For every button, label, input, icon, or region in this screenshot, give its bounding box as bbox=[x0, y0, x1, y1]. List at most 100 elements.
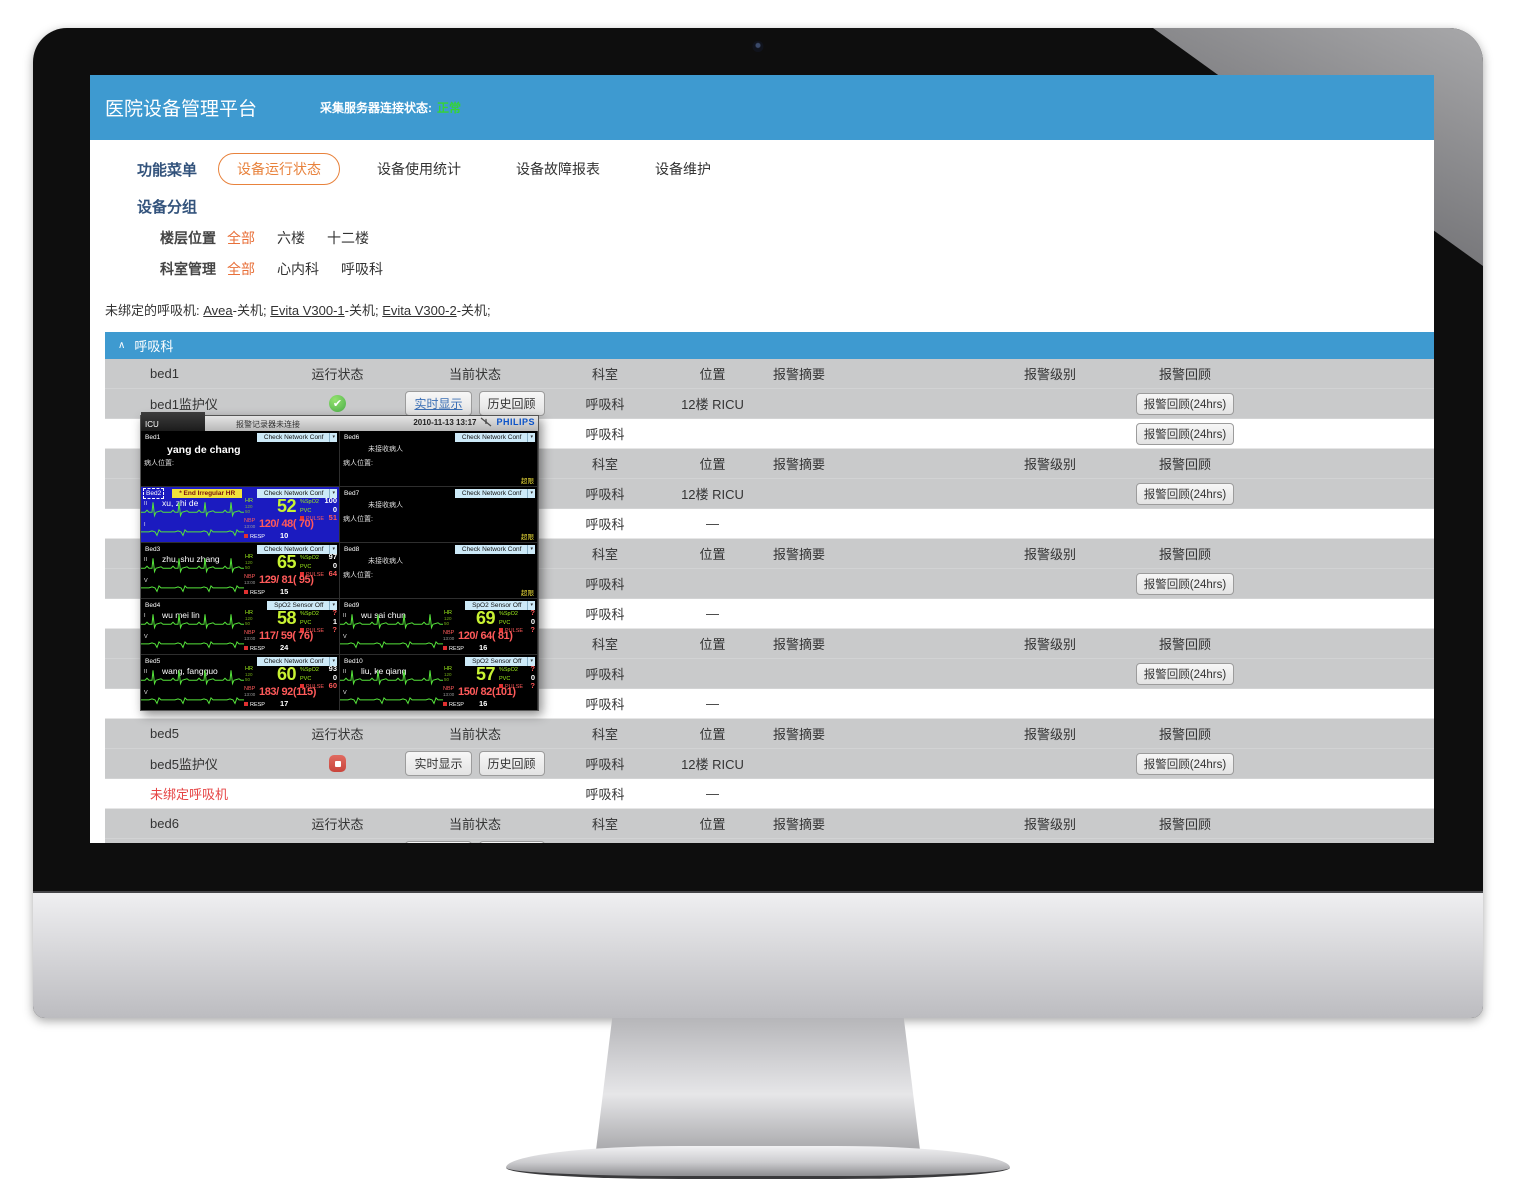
pulse-value: 51 bbox=[328, 513, 337, 523]
realtime-display-button[interactable]: 实时显示 bbox=[405, 751, 472, 776]
hr-label: HR bbox=[245, 610, 253, 616]
floor-option-6f[interactable]: 六楼 bbox=[277, 230, 305, 246]
philips-central-monitor-window[interactable]: ICU 报警记录器未连接 2010-11-13 13:17 PHILIPS Be… bbox=[140, 412, 539, 711]
ecg-waveform bbox=[141, 584, 244, 593]
floor-option-12f[interactable]: 十二楼 bbox=[327, 230, 369, 246]
sector-header: Bed2 * End Irregular HR Check Network Conf… bbox=[141, 487, 339, 499]
nbp-block: NBP 13:00 120/ 48( 70) bbox=[244, 518, 314, 530]
app-header: 医院设备管理平台 采集服务器连接状态: 正常 bbox=[90, 75, 1434, 140]
history-review-button[interactable]: 历史回顾 bbox=[478, 391, 545, 416]
hr-label-block: HR 120 50 bbox=[245, 553, 260, 579]
floor-filter: 楼层位置 全部 六楼 十二楼 bbox=[90, 228, 1434, 248]
device-status-cell bbox=[275, 755, 400, 773]
bed-group-header-row: bed6 运行状态 当前状态 科室 位置 报警摘要 报警级别 报警回顾 bbox=[105, 809, 1434, 839]
resp-label: RESP bbox=[244, 646, 265, 652]
ecg-lead-label: V bbox=[144, 578, 148, 584]
patient-location-label: 病人位置: bbox=[144, 460, 174, 467]
nbp-label: NBP bbox=[443, 630, 455, 636]
stop-square bbox=[334, 760, 341, 767]
ecg-waveform bbox=[141, 614, 244, 630]
hr-value: 60 bbox=[276, 664, 297, 684]
network-conf-button: Check Network Conf ▾ bbox=[256, 433, 337, 442]
ecg-lead-label: I bbox=[144, 613, 146, 619]
location-cell: 12楼 RICU bbox=[681, 397, 744, 412]
floor-option-all[interactable]: 全部 bbox=[227, 230, 255, 246]
nbp-value: 129/ 81( 95) bbox=[259, 574, 314, 586]
nbp-block: NBP 13:00 117/ 59( 76) bbox=[244, 630, 313, 642]
sector-header: Bed1 Check Network Conf ▾ bbox=[141, 431, 339, 443]
vitals-panel: HR 120 50 69 %SpO2? PVC 0 PULSE? bbox=[444, 608, 535, 635]
patient-location-label: 病人位置: bbox=[343, 516, 373, 523]
column-header-status: 运行状态 bbox=[311, 367, 364, 382]
ecg-lead-label: V bbox=[343, 690, 347, 696]
alarm-review-button[interactable]: 报警回顾(24hrs) bbox=[1135, 662, 1235, 685]
location-cell: — bbox=[706, 696, 719, 711]
alarm-review-button[interactable]: 报警回顾(24hrs) bbox=[1135, 842, 1235, 843]
hr-lower-limit: 50 bbox=[245, 509, 251, 515]
patient-location-label: 病人位置: bbox=[343, 460, 373, 467]
spo2-value: ? bbox=[332, 608, 337, 617]
nav-menu-title[interactable]: 功能菜单 bbox=[137, 161, 198, 179]
nbp-time: 13:00 bbox=[244, 580, 256, 586]
dept-option-all[interactable]: 全部 bbox=[227, 261, 255, 277]
realtime-display-button[interactable]: 实时显示 bbox=[405, 841, 472, 843]
hr-value: 58 bbox=[276, 608, 297, 628]
dept-cell: 呼吸科 bbox=[585, 577, 625, 592]
resp-block: RESP 17 bbox=[244, 699, 288, 708]
section-header-respiratory[interactable]: ∧ 呼吸科 bbox=[105, 332, 1434, 359]
column-header-loc: 位置 bbox=[699, 817, 726, 832]
alarm-review-button[interactable]: 报警回顾(24hrs) bbox=[1135, 752, 1235, 775]
tab-device-fault-report[interactable]: 设备故障报表 bbox=[516, 161, 601, 177]
hr-upper-limit: 120 bbox=[444, 616, 452, 622]
history-review-button[interactable]: 历史回顾 bbox=[478, 751, 545, 776]
conf-label: Check Network Conf bbox=[263, 434, 324, 441]
over-limit-label: 超限 bbox=[521, 590, 534, 597]
realtime-display-button[interactable]: 实时显示 bbox=[405, 391, 472, 416]
pulse-value: 64 bbox=[328, 569, 337, 579]
unbound-ventilator-state: -关机; bbox=[344, 303, 379, 318]
nbp-label: NBP bbox=[244, 686, 256, 692]
tab-device-run-status[interactable]: 设备运行状态 bbox=[218, 153, 341, 185]
alarm-review-button[interactable]: 报警回顾(24hrs) bbox=[1135, 392, 1235, 415]
spo2-row: %SpO2 93 bbox=[300, 664, 337, 674]
nbp-label-block: NBP 13:00 bbox=[443, 686, 458, 697]
alarm-review-button[interactable]: 报警回顾(24hrs) bbox=[1135, 482, 1235, 505]
dept-cell: 呼吸科 bbox=[585, 517, 625, 532]
history-review-button[interactable]: 历史回顾 bbox=[478, 841, 545, 843]
unbound-ventilator-link[interactable]: Avea bbox=[203, 303, 233, 318]
hr-label-block: HR 120 50 bbox=[245, 609, 260, 635]
collapse-icon[interactable]: ∧ bbox=[118, 340, 126, 351]
hr-label-block: HR 120 50 bbox=[245, 665, 260, 691]
pvc-value: 0 bbox=[332, 560, 337, 570]
alarm-review-cell: 报警回顾(24hrs) bbox=[1105, 392, 1265, 415]
dept-option-cardiology[interactable]: 心内科 bbox=[277, 261, 319, 277]
hr-value: 52 bbox=[276, 496, 297, 516]
tab-device-maintenance[interactable]: 设备维护 bbox=[655, 161, 712, 177]
column-header-review: 报警回顾 bbox=[1158, 817, 1211, 832]
spo2-label: %SpO2 bbox=[300, 611, 319, 617]
pulse-label: PULSE bbox=[300, 516, 324, 522]
dept-option-respiratory[interactable]: 呼吸科 bbox=[341, 261, 383, 277]
pulse-label: PULSE bbox=[499, 628, 523, 634]
pulse-label: PULSE bbox=[300, 572, 324, 578]
bed-group-header-row: bed1 运行状态 当前状态 科室 位置 报警摘要 报警级别 报警回顾 bbox=[105, 359, 1434, 389]
spo2-row: %SpO2? bbox=[300, 608, 337, 618]
unbound-ventilator-link[interactable]: Evita V300-1 bbox=[270, 303, 345, 318]
ecg-waveform bbox=[141, 502, 244, 518]
unbound-ventilator-link[interactable]: Evita V300-2 bbox=[382, 303, 457, 318]
column-header-loc: 位置 bbox=[699, 727, 726, 742]
ecg-lead-label: I bbox=[144, 522, 146, 528]
location-cell: 12楼 RICU bbox=[681, 487, 744, 502]
alarm-review-button[interactable]: 报警回顾(24hrs) bbox=[1135, 572, 1235, 595]
patient-name: wu mei lin bbox=[162, 610, 200, 620]
tab-device-usage-stats[interactable]: 设备使用统计 bbox=[377, 161, 462, 177]
alarm-review-button[interactable]: 报警回顾(24hrs) bbox=[1135, 422, 1235, 445]
bed-group-header-row: bed5 运行状态 当前状态 科室 位置 报警摘要 报警级别 报警回顾 bbox=[105, 719, 1434, 749]
monitor-bed-bed9: Bed9 SpO2 Sensor Off ▾ wu sai chun II V HR 120 5… bbox=[340, 599, 537, 654]
ecg-lead-label: II bbox=[343, 613, 347, 619]
icu-label-chip: ICU bbox=[141, 412, 205, 431]
bed-label: Bed5 bbox=[145, 658, 161, 665]
column-header-loc: 位置 bbox=[699, 367, 726, 382]
column-header-level: 报警级别 bbox=[1023, 817, 1076, 832]
pulse-row: PULSE 64 bbox=[300, 570, 337, 579]
